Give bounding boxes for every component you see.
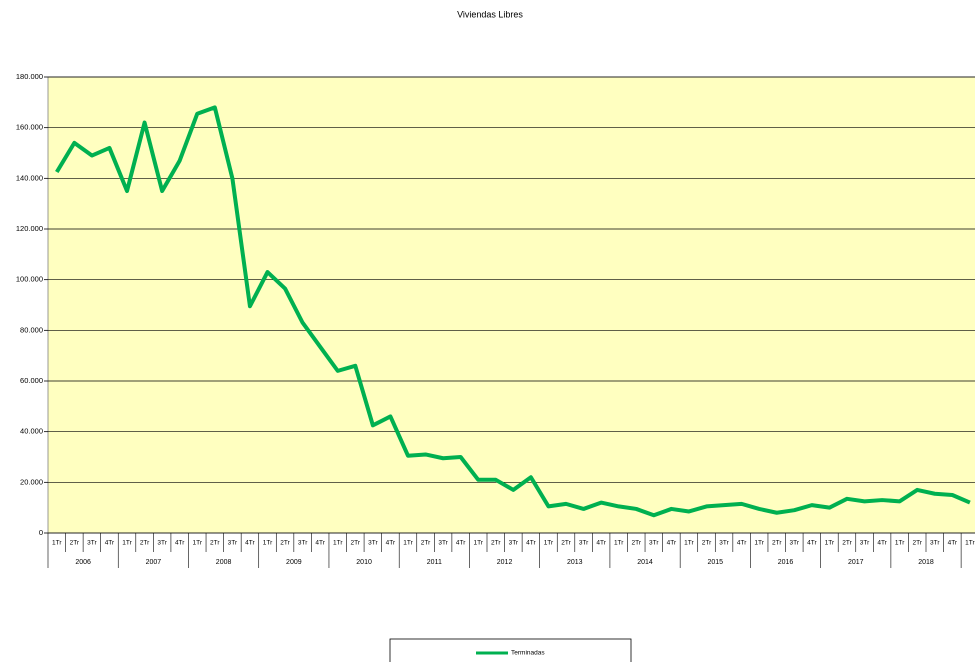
x-tick-label: 4Tr <box>737 540 747 547</box>
x-tick-label: 2Tr <box>702 540 712 547</box>
x-tick-label: 1Tr <box>754 540 764 547</box>
y-tick-label: 80.000 <box>20 325 43 334</box>
x-tick-label: 1Tr <box>333 540 343 547</box>
x-tick-label: 2Tr <box>912 540 922 547</box>
x-tick-label: 2Tr <box>280 540 290 547</box>
x-tick-label: 3Tr <box>790 540 800 547</box>
plot-area <box>47 76 975 534</box>
x-tick-label: 1Tr <box>403 540 413 547</box>
x-tick-label: 3Tr <box>228 540 238 547</box>
x-tick-label: 1Tr <box>895 540 905 547</box>
x-group-label: 2017 <box>848 559 864 566</box>
y-tick-label: 180.000 <box>16 72 43 81</box>
x-tick-label: 3Tr <box>438 540 448 547</box>
x-tick-label: 3Tr <box>719 540 729 547</box>
x-tick-label: 1Tr <box>614 540 624 547</box>
x-group-label: 2007 <box>146 559 162 566</box>
x-tick-label: 4Tr <box>315 540 325 547</box>
x-tick-label: 1Tr <box>473 540 483 547</box>
x-tick-label: 1Tr <box>193 540 203 547</box>
x-tick-label: 3Tr <box>368 540 378 547</box>
x-tick-label: 3Tr <box>860 540 870 547</box>
x-tick-label: 2Tr <box>632 540 642 547</box>
x-tick-label: 4Tr <box>386 540 396 547</box>
x-tick-label: 4Tr <box>948 540 958 547</box>
x-tick-label: 2Tr <box>842 540 852 547</box>
x-tick-label: 2Tr <box>561 540 571 547</box>
y-tick-label: 0 <box>39 528 43 537</box>
legend-box <box>389 638 632 662</box>
x-tick-label: 4Tr <box>667 540 677 547</box>
x-tick-label: 3Tr <box>509 540 519 547</box>
y-tick-label: 60.000 <box>20 376 43 385</box>
x-tick-label: 3Tr <box>649 540 659 547</box>
legend-label: Terminadas <box>511 650 545 657</box>
x-tick-label: 3Tr <box>930 540 940 547</box>
x-tick-label: 2Tr <box>491 540 501 547</box>
x-group-label: 2012 <box>497 559 513 566</box>
x-tick-label: 4Tr <box>175 540 185 547</box>
x-group-label: 2013 <box>567 559 583 566</box>
x-tick-label: 3Tr <box>579 540 589 547</box>
x-tick-label: 3Tr <box>298 540 308 547</box>
y-tick-label: 40.000 <box>20 427 43 436</box>
x-group-label: 2010 <box>356 559 372 566</box>
x-tick-label: 1Tr <box>52 540 62 547</box>
x-tick-label: 3Tr <box>87 540 97 547</box>
data-line <box>55 105 971 518</box>
x-group-label: 2006 <box>75 559 91 566</box>
x-tick-label: 4Tr <box>877 540 887 547</box>
x-tick-label: 3Tr <box>157 540 167 547</box>
x-tick-label: 4Tr <box>596 540 606 547</box>
y-tick-label: 120.000 <box>16 224 43 233</box>
x-group-label: 2015 <box>707 559 723 566</box>
x-tick-label: 2Tr <box>421 540 431 547</box>
x-tick-label: 2Tr <box>351 540 361 547</box>
x-group-label: 2016 <box>778 559 794 566</box>
x-tick-label: 1Tr <box>544 540 554 547</box>
x-tick-label: 2Tr <box>210 540 220 547</box>
x-tick-label: 1Tr <box>684 540 694 547</box>
x-tick-label: 4Tr <box>456 540 466 547</box>
x-tick-label: 4Tr <box>807 540 817 547</box>
y-tick-label: 160.000 <box>16 123 43 132</box>
x-tick-label: 4Tr <box>526 540 536 547</box>
y-tick-label: 20.000 <box>20 477 43 486</box>
x-tick-label: 2Tr <box>70 540 80 547</box>
x-tick-label: 1Tr <box>122 540 132 547</box>
x-group-label: 2009 <box>286 559 302 566</box>
chart-title: Viviendas Libres <box>457 9 523 19</box>
x-tick-label: 1Tr <box>965 540 975 547</box>
x-tick-label: 2Tr <box>140 540 150 547</box>
y-tick-label: 140.000 <box>16 173 43 182</box>
x-tick-label: 4Tr <box>105 540 115 547</box>
x-tick-label: 4Tr <box>245 540 255 547</box>
y-tick-label: 100.000 <box>16 275 43 284</box>
x-group-label: 2008 <box>216 559 232 566</box>
x-group-label: 2018 <box>918 559 934 566</box>
x-tick-label: 1Tr <box>825 540 835 547</box>
x-group-label: 2014 <box>637 559 653 566</box>
x-group-label: 2011 <box>427 559 442 566</box>
x-tick-label: 2Tr <box>772 540 782 547</box>
x-tick-label: 1Tr <box>263 540 273 547</box>
